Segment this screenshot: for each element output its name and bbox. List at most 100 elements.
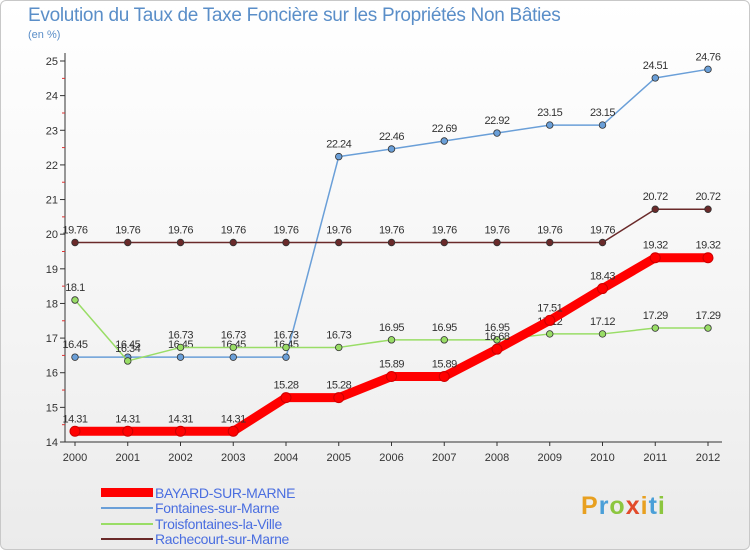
data-label: 19.76 bbox=[221, 224, 246, 236]
data-label: 15.89 bbox=[432, 359, 457, 371]
y-tick-label: 19 bbox=[46, 264, 58, 276]
logo-letter: P bbox=[581, 492, 599, 520]
data-point bbox=[438, 371, 450, 383]
y-tick-label: 21 bbox=[46, 195, 58, 207]
data-label: 23.15 bbox=[537, 107, 562, 119]
data-point bbox=[333, 392, 345, 404]
data-label: 19.76 bbox=[432, 224, 457, 236]
x-tick-label: 2001 bbox=[116, 452, 140, 464]
data-label: 20.72 bbox=[695, 191, 720, 203]
data-point bbox=[493, 238, 501, 247]
data-label: 19.76 bbox=[115, 224, 140, 236]
logo-letter: i bbox=[640, 492, 649, 520]
data-point bbox=[227, 425, 239, 437]
legend-item: Rachecourt-sur-Marne bbox=[101, 531, 295, 547]
data-point bbox=[387, 336, 396, 344]
data-point bbox=[704, 205, 712, 213]
x-tick-label: 2010 bbox=[590, 452, 614, 464]
data-label: 19.76 bbox=[62, 224, 87, 236]
data-point bbox=[704, 65, 712, 74]
data-label: 19.76 bbox=[537, 224, 562, 236]
legend-item: Troisfontaines-la-Ville bbox=[101, 516, 295, 532]
data-label: 16.73 bbox=[273, 329, 298, 341]
logo-letter: x bbox=[625, 492, 641, 520]
data-point bbox=[229, 353, 237, 361]
logo-letter: r bbox=[598, 492, 610, 520]
data-point bbox=[598, 330, 607, 338]
y-tick-label: 25 bbox=[46, 56, 58, 68]
y-tick-label: 17 bbox=[46, 333, 58, 345]
data-point bbox=[71, 353, 79, 361]
data-point bbox=[546, 238, 554, 247]
data-label: 17.12 bbox=[590, 316, 615, 328]
data-label: 16.45 bbox=[115, 339, 140, 351]
data-point bbox=[704, 324, 712, 332]
data-point bbox=[544, 314, 556, 326]
data-point bbox=[702, 252, 714, 264]
data-point bbox=[440, 238, 448, 247]
x-tick-label: 2012 bbox=[696, 452, 720, 464]
data-point bbox=[546, 121, 554, 129]
x-tick-label: 2008 bbox=[485, 452, 509, 464]
data-label: 19.76 bbox=[379, 224, 404, 236]
logo-letter: i bbox=[657, 492, 666, 520]
legend-item: Fontaines-sur-Marne bbox=[101, 500, 295, 517]
data-point bbox=[71, 238, 79, 247]
data-label: 16.73 bbox=[221, 329, 246, 341]
data-label: 14.31 bbox=[168, 413, 193, 425]
data-label: 17.51 bbox=[537, 302, 562, 314]
data-label: 17.29 bbox=[643, 310, 668, 322]
data-point bbox=[493, 336, 501, 344]
data-point bbox=[651, 74, 659, 82]
data-point bbox=[69, 425, 81, 437]
y-tick-label: 18 bbox=[46, 298, 58, 310]
data-point bbox=[649, 252, 661, 264]
data-point bbox=[440, 336, 448, 344]
data-point bbox=[598, 238, 607, 247]
y-tick-label: 14 bbox=[46, 437, 58, 449]
chart-legend: BAYARD-SUR-MARNE Fontaines-sur-Marne Tro… bbox=[101, 485, 295, 547]
data-label: 19.76 bbox=[326, 224, 351, 236]
legend-label: Troisfontaines-la-Ville bbox=[155, 515, 282, 532]
data-point bbox=[597, 283, 608, 295]
data-point bbox=[651, 324, 659, 332]
data-point bbox=[651, 205, 659, 213]
data-label: 24.51 bbox=[643, 60, 668, 72]
data-label: 15.28 bbox=[326, 380, 351, 392]
data-point bbox=[124, 357, 132, 365]
data-label: 14.31 bbox=[115, 413, 140, 425]
y-tick-label: 23 bbox=[46, 125, 58, 137]
data-point bbox=[282, 353, 290, 361]
data-label: 24.76 bbox=[695, 51, 720, 63]
data-label: 16.73 bbox=[168, 329, 193, 341]
x-tick-label: 2004 bbox=[274, 452, 298, 464]
legend-swatch-troisfontaines bbox=[101, 522, 153, 525]
x-tick-label: 2007 bbox=[432, 452, 456, 464]
data-point bbox=[387, 145, 396, 153]
y-tick-label: 16 bbox=[46, 368, 58, 380]
data-point bbox=[386, 371, 397, 383]
data-label: 22.69 bbox=[432, 123, 457, 135]
data-label: 18.43 bbox=[590, 271, 615, 283]
data-point bbox=[491, 343, 503, 355]
logo-letter: o bbox=[609, 492, 626, 520]
data-label: 16.95 bbox=[432, 322, 457, 334]
x-tick-label: 2006 bbox=[379, 452, 403, 464]
data-point bbox=[71, 296, 79, 304]
data-point bbox=[280, 392, 292, 404]
data-label: 19.32 bbox=[695, 240, 720, 252]
data-point bbox=[176, 238, 185, 247]
legend-swatch-rachecourt bbox=[101, 538, 153, 541]
data-point bbox=[387, 238, 396, 247]
data-label: 19.32 bbox=[643, 240, 668, 252]
chart-unit: (en %) bbox=[28, 29, 61, 41]
legend-label: BAYARD-SUR-MARNE bbox=[155, 484, 296, 501]
data-point bbox=[335, 238, 343, 247]
legend-swatch-fontaines bbox=[101, 507, 153, 510]
data-label: 22.92 bbox=[484, 115, 509, 127]
data-label: 19.76 bbox=[168, 224, 193, 236]
data-label: 15.28 bbox=[273, 380, 298, 392]
data-label: 20.72 bbox=[643, 191, 668, 203]
legend-label: Fontaines-sur-Marne bbox=[155, 500, 280, 517]
